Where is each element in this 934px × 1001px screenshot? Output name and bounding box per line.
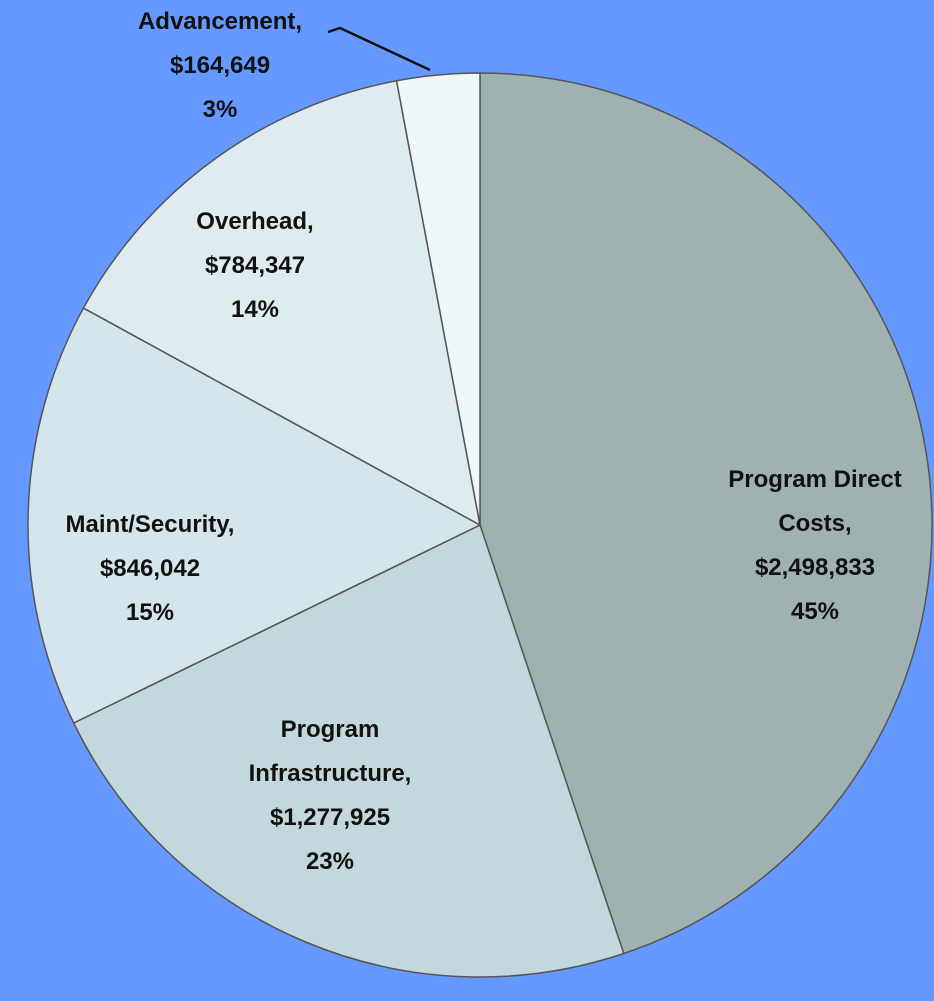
value-label: $846,042: [99, 555, 201, 582]
category-label: Overhead,: [196, 208, 314, 235]
value-label: $1,277,925: [269, 804, 391, 831]
percent-label: 14%: [230, 296, 280, 323]
pie-slice: [82, 79, 482, 527]
value-label: $2,498,833: [754, 554, 876, 581]
category-label: Advancement,: [137, 8, 303, 35]
percent-label: 3%: [202, 96, 238, 123]
value-label: $164,649: [169, 52, 271, 79]
pie-slice: [72, 523, 625, 978]
pie: [27, 72, 933, 978]
pie-slice: [27, 307, 482, 725]
leader-line: [327, 26, 431, 72]
percent-label: 15%: [125, 599, 175, 626]
percent-label: 45%: [790, 598, 840, 625]
data-label: Program Direct Costs, $2,498,833 45%: [690, 458, 934, 634]
category-label: Program Infrastructure,: [248, 716, 412, 787]
data-label: Advancement, $164,649 3%: [90, 0, 350, 132]
category-label: Maint/Security,: [65, 511, 235, 538]
value-label: $784,347: [204, 252, 306, 279]
data-label: Program Infrastructure, $1,277,925 23%: [210, 708, 450, 884]
pie-slice: [395, 72, 481, 526]
pie-slice: [479, 72, 933, 955]
category-label: Program Direct Costs,: [728, 466, 902, 537]
percent-label: 23%: [305, 848, 355, 875]
data-label: Maint/Security, $846,042 15%: [10, 503, 290, 635]
data-label: Overhead, $784,347 14%: [135, 200, 375, 332]
